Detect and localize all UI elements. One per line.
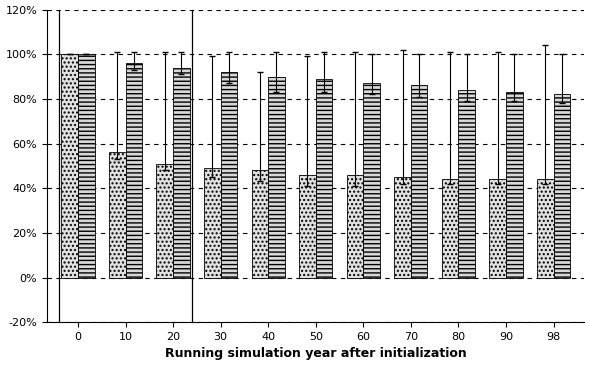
Bar — [78, 54, 94, 277]
Bar — [204, 168, 221, 277]
Bar — [109, 153, 126, 277]
Bar — [506, 92, 523, 277]
Bar — [268, 76, 285, 277]
Bar — [537, 179, 553, 277]
Bar — [411, 86, 428, 277]
Bar — [251, 170, 268, 277]
Bar — [61, 54, 78, 277]
Bar — [173, 68, 190, 277]
Bar — [489, 179, 506, 277]
Bar — [363, 83, 380, 277]
Bar — [442, 179, 458, 277]
Bar — [458, 90, 475, 277]
Bar — [347, 175, 363, 277]
Bar — [299, 175, 316, 277]
Bar — [156, 164, 173, 277]
Bar — [553, 94, 570, 277]
X-axis label: Running simulation year after initialization: Running simulation year after initializa… — [165, 347, 467, 361]
Bar — [394, 177, 411, 277]
Bar — [221, 72, 237, 277]
Bar — [126, 63, 142, 277]
Bar — [316, 79, 332, 277]
